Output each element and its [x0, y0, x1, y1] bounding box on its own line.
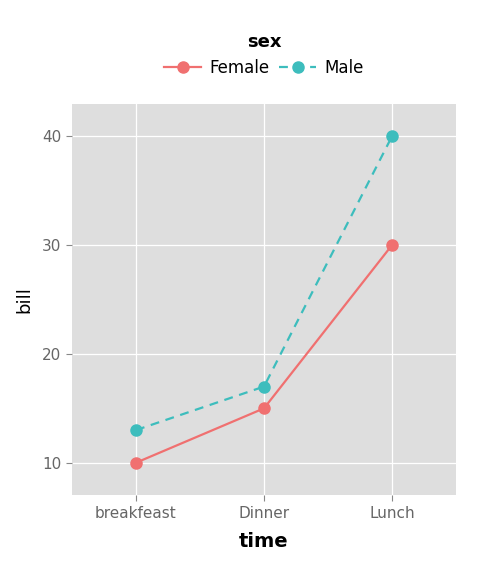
Y-axis label: bill: bill [16, 286, 34, 313]
Legend: Female, Male: Female, Male [157, 26, 371, 84]
X-axis label: time: time [239, 532, 289, 551]
